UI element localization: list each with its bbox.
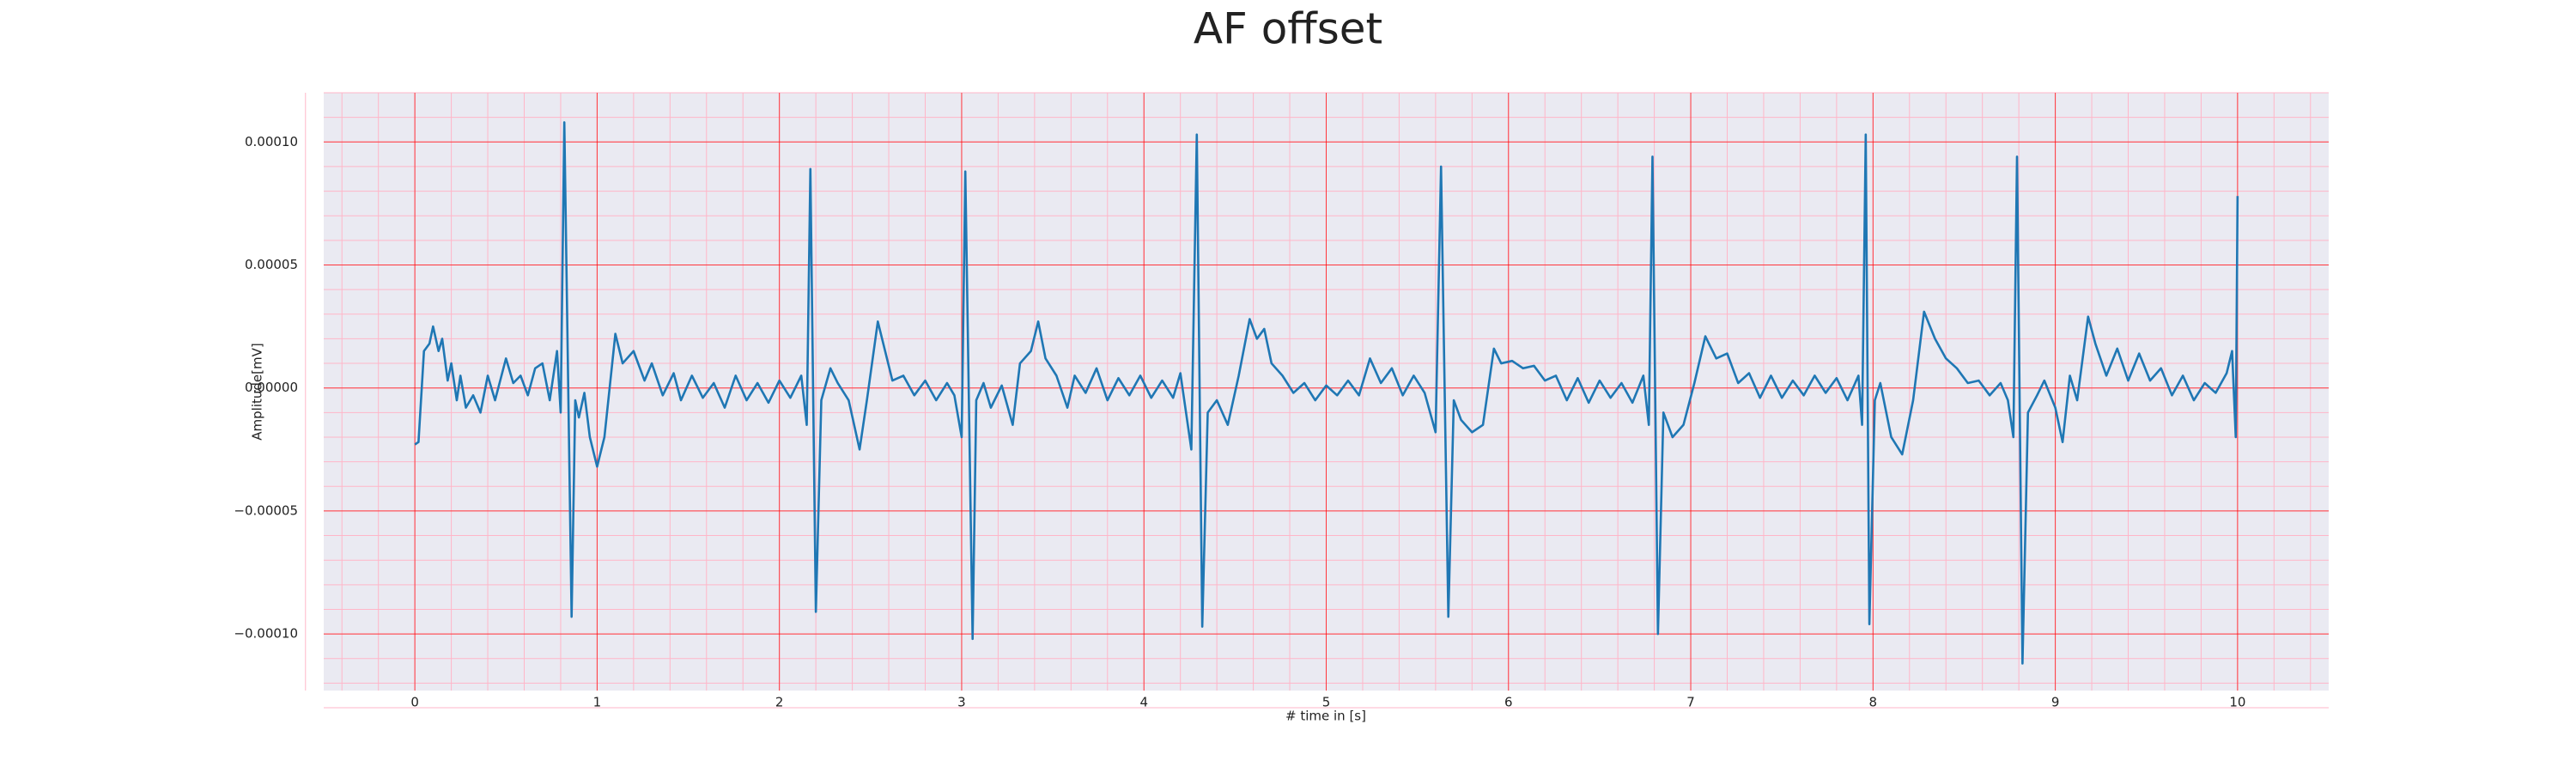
y-tick-label: −0.00005	[234, 502, 298, 518]
x-axis-label: # time in [s]	[1285, 709, 1366, 724]
x-tick-label: 6	[1504, 695, 1513, 710]
y-tick-label: 0.00005	[245, 257, 298, 272]
x-tick-label: 3	[957, 695, 966, 710]
y-tick-label: 0.00000	[245, 380, 298, 395]
x-tick-label: 7	[1686, 695, 1695, 710]
y-axis-label: Amplitude[mV]	[250, 343, 265, 440]
x-tick-label: 9	[2051, 695, 2060, 710]
x-tick-label: 2	[775, 695, 784, 710]
x-tick-label: 0	[410, 695, 419, 710]
y-tick-label: −0.00010	[234, 626, 298, 642]
chart-title: AF offset	[1194, 4, 1382, 54]
x-tick-label: 4	[1139, 695, 1148, 710]
grid	[305, 92, 2329, 709]
x-tick-label: 10	[2229, 695, 2245, 710]
signal-line	[414, 121, 2239, 665]
x-tick-label: 1	[593, 695, 602, 710]
x-tick-label: 8	[1869, 695, 1878, 710]
y-tick-label: 0.00010	[245, 134, 298, 149]
x-tick-label: 5	[1322, 695, 1331, 710]
